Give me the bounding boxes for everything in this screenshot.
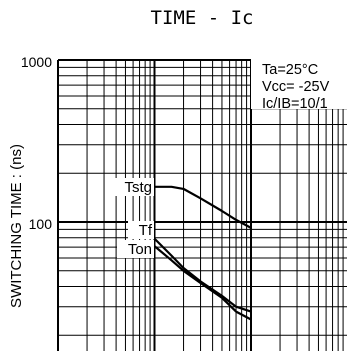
plot-grid: [57, 59, 347, 351]
y-tick-label-1000: 1000: [21, 54, 52, 70]
chart-title: TIME - Ic: [151, 7, 254, 29]
series-lines: [153, 185, 252, 321]
condition-vcc: Vcc= -25V: [262, 79, 330, 95]
series-line-ton: [153, 245, 252, 321]
series-label-ton: Ton: [128, 241, 152, 258]
y-tick-label-100: 100: [29, 216, 53, 232]
series-label-tf: Tf: [139, 222, 153, 239]
series-label-tstg: Tstg: [124, 179, 152, 196]
y-axis-label: SWITCHING TIME : (ns): [8, 144, 25, 308]
condition-temperature: Ta=25°C: [262, 62, 318, 78]
conditions-box: Ta=25°C Vcc= -25V Ic/IB=10/1: [251, 57, 347, 112]
series-line-tstg: [154, 185, 252, 229]
condition-ratio: Ic/IB=10/1: [262, 96, 328, 112]
series-line-tf: [153, 237, 252, 313]
